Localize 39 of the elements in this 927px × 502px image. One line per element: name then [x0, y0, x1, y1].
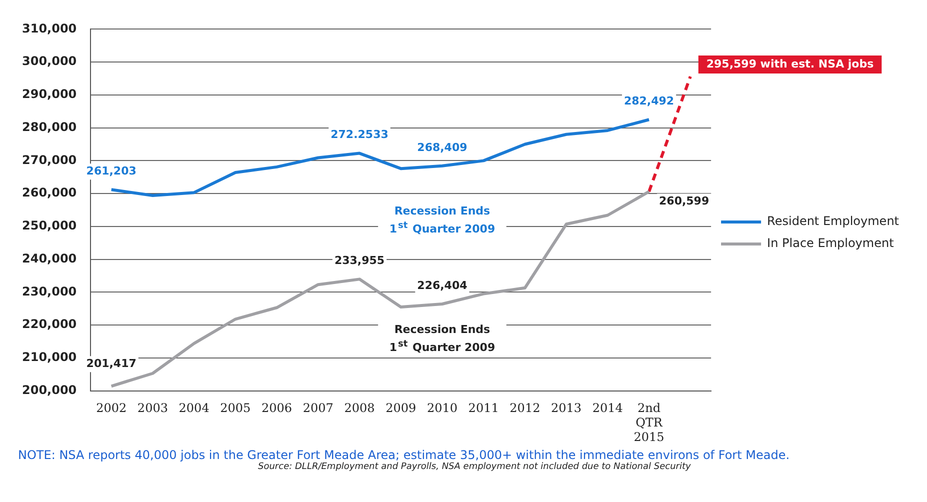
y-tick-label: 230,000: [22, 284, 77, 298]
x-tick-label: 2009: [386, 401, 416, 416]
data-label: 260,599: [659, 194, 710, 208]
x-tick-label: 2nd QTR 2015: [634, 401, 664, 444]
data-label: 226,404: [417, 278, 468, 292]
data-label: 295,599 with est. NSA jobs: [706, 57, 874, 70]
legend-label: In Place Employment: [767, 236, 894, 250]
data-label: 201,417: [86, 357, 136, 370]
data-label: 233,955: [334, 254, 385, 268]
x-tick-label: 2007: [302, 401, 334, 416]
x-tick-label: 2012: [510, 401, 540, 416]
note: NOTE: NSA reports 40,000 jobs in the Greater Fort Meade Area; estimate 35,000+ within the immediate environs of Fort Meade.: [17, 448, 791, 462]
x-tick-label: 2011: [468, 401, 499, 416]
data-label: 268,409: [417, 140, 468, 154]
annotation: 272.2533: [330, 128, 388, 142]
data-label: 261,203: [86, 164, 136, 178]
x-tick-label: 2002: [96, 401, 127, 416]
y-tick-label: 270,000: [22, 152, 77, 167]
source: Source: DLLR/Employment and Payrolls, NSA employment not included due to National Security: [257, 462, 692, 472]
x-tick-label: 2014: [592, 401, 624, 416]
y-tick-label: 290,000: [22, 87, 77, 102]
y-tick-label: 310,000: [22, 21, 77, 36]
x-tick-label: 2004: [178, 401, 210, 416]
y-tick-label: 200,000: [22, 382, 77, 397]
x-tick-label: 2010: [426, 401, 458, 416]
y-tick-label: 220,000: [22, 317, 77, 332]
legend-label: Resident Employment: [767, 214, 900, 228]
y-tick-label: 280,000: [22, 120, 77, 134]
x-tick-label: 2008: [344, 401, 375, 416]
x-tick-label: 2006: [262, 401, 292, 416]
y-tick-label: 260,000: [22, 186, 77, 200]
y-tick-label: 210,000: [22, 350, 77, 364]
x-tick-label: 2005: [220, 401, 251, 416]
y-tick-label: 250,000: [22, 218, 77, 233]
y-tick-label: 240,000: [22, 251, 77, 266]
data-label: 282,492: [624, 94, 674, 108]
x-tick-label: 2003: [137, 401, 168, 416]
x-tick-label: 2013: [551, 401, 582, 416]
y-tick-label: 300,000: [22, 54, 77, 68]
